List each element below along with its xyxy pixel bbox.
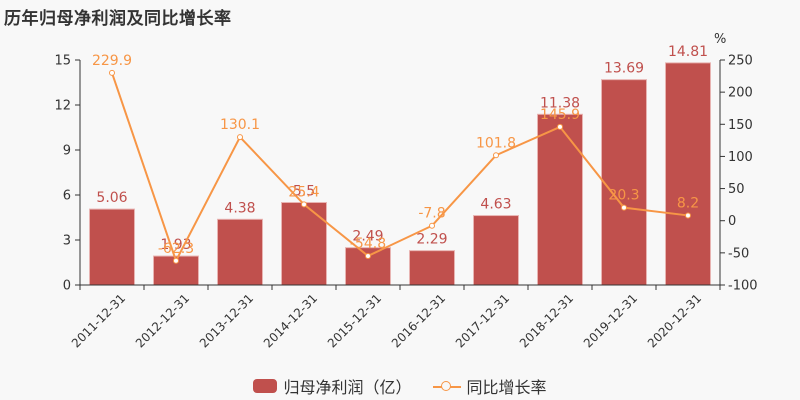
left-axis-tick-label: 3 (63, 234, 71, 249)
line-point[interactable] (429, 222, 435, 229)
line-circle-marker-icon (432, 379, 461, 393)
bar-value-label: 11.38 (540, 95, 580, 111)
line-point[interactable] (493, 152, 499, 159)
line-value-label: 101.8 (476, 135, 516, 151)
line-point[interactable] (621, 204, 627, 211)
bar-value-label: 14.81 (668, 44, 708, 60)
left-axis-tick-label: 15 (54, 54, 71, 69)
line-point[interactable] (109, 69, 115, 76)
x-axis-tick-label: 2016-12-31 (389, 291, 448, 350)
bar[interactable] (665, 62, 711, 286)
legend-label-profit: 归母净利润（亿） (283, 378, 412, 397)
left-axis-tick-label: 0 (63, 279, 71, 294)
line-point[interactable] (685, 212, 691, 219)
right-axis-tick-label: 200 (728, 86, 753, 101)
bar-value-label: 1.93 (160, 237, 191, 253)
x-axis-tick-label: 2011-12-31 (69, 291, 128, 350)
right-axis-tick-label: 150 (728, 118, 753, 133)
bar[interactable] (217, 218, 263, 286)
line-value-label: 20.3 (608, 188, 639, 204)
right-y-axis: -100 -50 0 50 100 150 200 250 (719, 54, 758, 294)
line-value-label: -54.8 (350, 236, 386, 252)
x-axis-tick-label: 2014-12-31 (261, 291, 320, 350)
bar-value-label: 4.38 (224, 200, 255, 216)
x-axis-tick-label: 2013-12-31 (197, 291, 256, 350)
legend: 归母净利润（亿） 同比增长率 (0, 374, 800, 398)
right-axis-unit: % (714, 32, 726, 47)
line-point[interactable] (557, 123, 563, 130)
legend-label-growth: 同比增长率 (466, 378, 547, 397)
bar[interactable] (281, 202, 327, 286)
right-axis-tick-label: -100 (728, 279, 758, 294)
bar-value-label: 2.29 (416, 232, 447, 248)
x-axis-tick-label: 2019-12-31 (581, 291, 640, 350)
bar-value-label: 4.63 (480, 197, 511, 213)
bar-value-label: 5.06 (96, 190, 127, 206)
right-axis-tick-label: -50 (728, 246, 749, 261)
legend-item-growth[interactable]: 同比增长率 (432, 374, 547, 398)
bar-swatch-icon (253, 379, 278, 393)
line-point[interactable] (365, 252, 371, 259)
bar[interactable] (537, 113, 583, 286)
bar-value-label: 13.69 (604, 61, 644, 77)
line-value-label: 130.1 (220, 117, 260, 133)
left-axis-tick-label: 9 (63, 144, 71, 159)
bar[interactable] (601, 79, 647, 286)
right-axis-tick-label: 50 (728, 182, 745, 197)
x-axis-tick-label: 2018-12-31 (517, 291, 576, 350)
legend-item-profit[interactable]: 归母净利润（亿） (253, 374, 411, 398)
chart-title: 历年归母净利润及同比增长率 (4, 9, 232, 29)
line-value-label: -7.8 (418, 206, 445, 222)
x-axis-tick-label: 2020-12-31 (645, 291, 704, 350)
x-axis-tick-label: 2015-12-31 (325, 291, 384, 350)
bar[interactable] (473, 215, 519, 286)
line-point[interactable] (173, 257, 179, 264)
line-value-label: 145.9 (540, 107, 580, 123)
line-point[interactable] (237, 134, 243, 141)
left-axis-tick-label: 6 (63, 189, 71, 204)
line-value-label: -62.3 (158, 241, 194, 257)
right-axis-tick-label: 250 (728, 54, 753, 69)
x-axis-tick-label: 2017-12-31 (453, 291, 512, 350)
left-axis-tick-label: 12 (54, 99, 71, 114)
line-value-label: 8.2 (677, 195, 699, 211)
chart-plot: 0 3 6 9 12 15 -100 -50 0 50 100 150 200 250 5.06 1.93… (54, 32, 758, 350)
x-axis: 2011-12-31 2012-12-31 2013-12-31 2014-12-31… (69, 284, 721, 350)
bar[interactable] (409, 250, 455, 286)
line-value-label: 25.4 (288, 184, 319, 200)
line-point[interactable] (301, 201, 307, 208)
line-value-label: 229.9 (92, 53, 132, 69)
line-series: 229.9 -62.3 130.1 25.4 -54.8 -7.8 101.8 145.9 20… (92, 53, 699, 264)
bar-value-label: 5.5 (293, 184, 315, 200)
x-axis-tick-label: 2012-12-31 (133, 291, 192, 350)
bar-value-label: 2.49 (352, 229, 383, 245)
bar[interactable] (89, 208, 135, 286)
left-y-axis: 0 3 6 9 12 15 (54, 54, 81, 294)
right-axis-tick-label: 100 (728, 150, 753, 165)
right-axis-tick-label: 0 (728, 214, 736, 229)
